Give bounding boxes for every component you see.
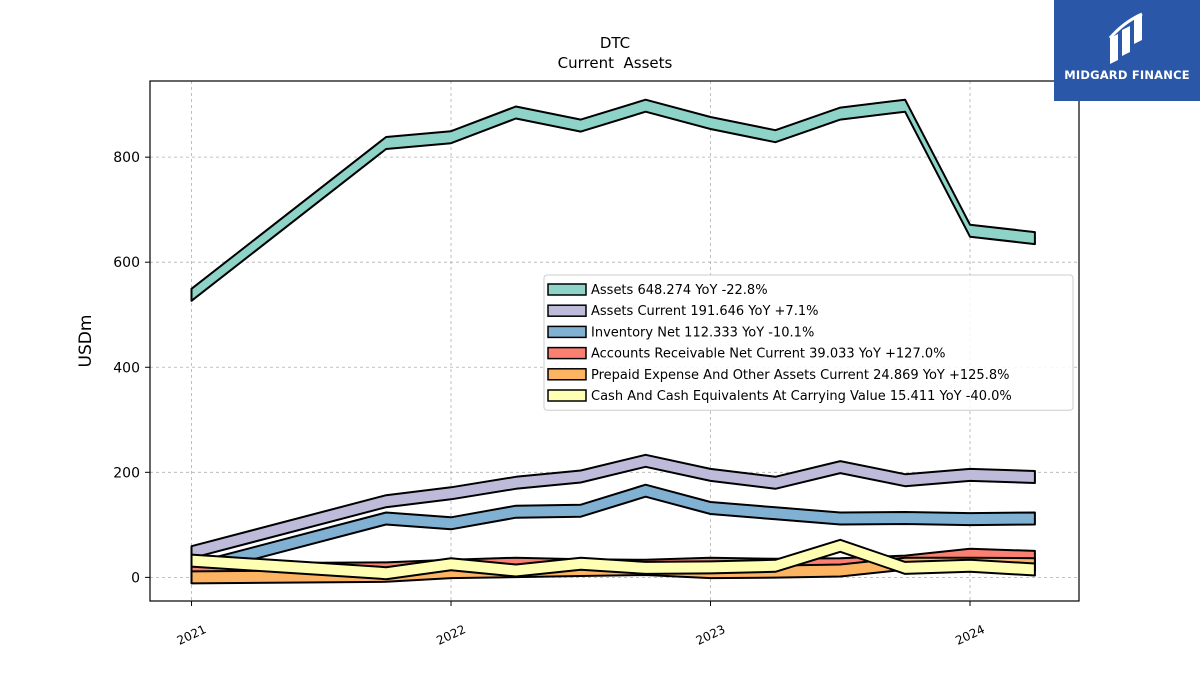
logo-text: MIDGARD FINANCE bbox=[1064, 68, 1190, 82]
data-point bbox=[710, 508, 711, 509]
data-point bbox=[645, 490, 646, 491]
series-band bbox=[190, 483, 1036, 577]
legend-label: Assets Current 191.646 YoY +7.1% bbox=[591, 304, 818, 319]
x-tick-label: 2022 bbox=[434, 622, 468, 648]
legend-label: Cash And Cash Equivalents At Carrying Va… bbox=[591, 389, 1012, 404]
data-point bbox=[451, 493, 452, 494]
y-tick-label: 0 bbox=[131, 570, 140, 586]
data-point bbox=[451, 572, 452, 573]
data-point bbox=[451, 137, 452, 138]
legend: Assets 648.274 YoY -22.8% Assets Current … bbox=[543, 274, 1074, 411]
legend-entry: Accounts Receivable Net Current 39.033 Y… bbox=[547, 346, 946, 362]
data-point bbox=[905, 105, 906, 106]
data-point bbox=[515, 570, 516, 571]
legend-label: Assets 648.274 YoY -22.8% bbox=[591, 283, 768, 298]
data-point bbox=[905, 518, 906, 519]
legend-entry: Inventory Net 112.333 YoY -10.1% bbox=[547, 325, 814, 340]
legend-box bbox=[543, 274, 1074, 411]
data-point bbox=[840, 570, 841, 571]
data-point bbox=[970, 230, 971, 231]
y-axis-label: USDm bbox=[76, 315, 96, 368]
data-point bbox=[840, 545, 841, 546]
chart-subtitle: Current Assets bbox=[558, 54, 673, 72]
series-layer bbox=[190, 98, 1036, 585]
data-point bbox=[840, 113, 841, 114]
data-point bbox=[645, 105, 646, 106]
data-point bbox=[710, 474, 711, 475]
midgard-finance-logo: MIDGARD FINANCE bbox=[1054, 0, 1200, 101]
data-point bbox=[905, 567, 906, 568]
data-point bbox=[515, 482, 516, 483]
data-point bbox=[386, 573, 387, 574]
y-tick-label: 200 bbox=[113, 465, 140, 481]
data-point bbox=[515, 511, 516, 512]
data-point bbox=[191, 294, 192, 295]
data-point bbox=[191, 552, 192, 553]
data-point bbox=[580, 476, 581, 477]
data-point bbox=[645, 460, 646, 461]
legend-swatch bbox=[547, 368, 587, 381]
data-point bbox=[970, 474, 971, 475]
legend-swatch bbox=[547, 283, 587, 296]
data-point bbox=[970, 565, 971, 566]
data-point bbox=[451, 523, 452, 524]
series-assets bbox=[190, 98, 1036, 302]
series-inventory-net bbox=[190, 483, 1036, 577]
data-point bbox=[775, 565, 776, 566]
data-point bbox=[386, 518, 387, 519]
data-point bbox=[1034, 569, 1035, 570]
legend-label: Accounts Receivable Net Current 39.033 Y… bbox=[591, 347, 946, 362]
legend-label: Inventory Net 112.333 YoY -10.1% bbox=[591, 325, 814, 340]
data-point bbox=[905, 480, 906, 481]
data-point bbox=[840, 467, 841, 468]
logo-mark-icon bbox=[1108, 12, 1143, 64]
data-point bbox=[580, 510, 581, 511]
data-point bbox=[970, 554, 971, 555]
data-point bbox=[710, 567, 711, 568]
legend-entry: Prepaid Expense And Other Assets Current… bbox=[547, 368, 1009, 383]
data-point bbox=[191, 560, 192, 561]
plot-frame bbox=[149, 80, 1080, 602]
data-point bbox=[710, 123, 711, 124]
data-point bbox=[451, 564, 452, 565]
x-tick-label: 2021 bbox=[175, 622, 209, 648]
series-band bbox=[190, 98, 1036, 302]
data-point bbox=[191, 577, 192, 578]
legend-swatch bbox=[547, 325, 587, 339]
x-tick-label: 2024 bbox=[953, 622, 987, 648]
data-point bbox=[775, 482, 776, 483]
series-assets-current bbox=[190, 453, 1036, 560]
series-cash-and-cash-equivalents-at-carrying-value bbox=[190, 538, 1036, 581]
legend-label: Prepaid Expense And Other Assets Current… bbox=[591, 368, 1009, 383]
legend-entry: Cash And Cash Equivalents At Carrying Va… bbox=[547, 389, 1012, 404]
legend-swatch bbox=[547, 346, 587, 360]
data-point bbox=[775, 513, 776, 514]
legend-swatch bbox=[547, 304, 587, 317]
data-point bbox=[1034, 477, 1035, 478]
legend-entry: Assets 648.274 YoY -22.8% bbox=[547, 283, 768, 298]
x-tick-label: 2023 bbox=[694, 622, 728, 648]
data-point bbox=[386, 501, 387, 502]
y-tick-label: 400 bbox=[113, 360, 140, 376]
data-point bbox=[1034, 518, 1035, 519]
legend-entry: Assets Current 191.646 YoY +7.1% bbox=[547, 304, 818, 319]
data-point bbox=[580, 563, 581, 564]
data-point bbox=[580, 125, 581, 126]
data-point bbox=[970, 519, 971, 520]
data-point bbox=[775, 136, 776, 137]
series-band bbox=[190, 453, 1036, 560]
data-point bbox=[515, 112, 516, 113]
data-point bbox=[840, 518, 841, 519]
series-band bbox=[190, 538, 1036, 581]
data-point bbox=[386, 142, 387, 143]
data-point bbox=[191, 569, 192, 570]
chart-title: DTC bbox=[600, 34, 630, 52]
legend-swatch bbox=[547, 389, 587, 402]
data-point bbox=[645, 567, 646, 568]
y-tick-label: 600 bbox=[113, 255, 140, 271]
data-point bbox=[1034, 238, 1035, 239]
y-tick-label: 800 bbox=[113, 150, 140, 166]
